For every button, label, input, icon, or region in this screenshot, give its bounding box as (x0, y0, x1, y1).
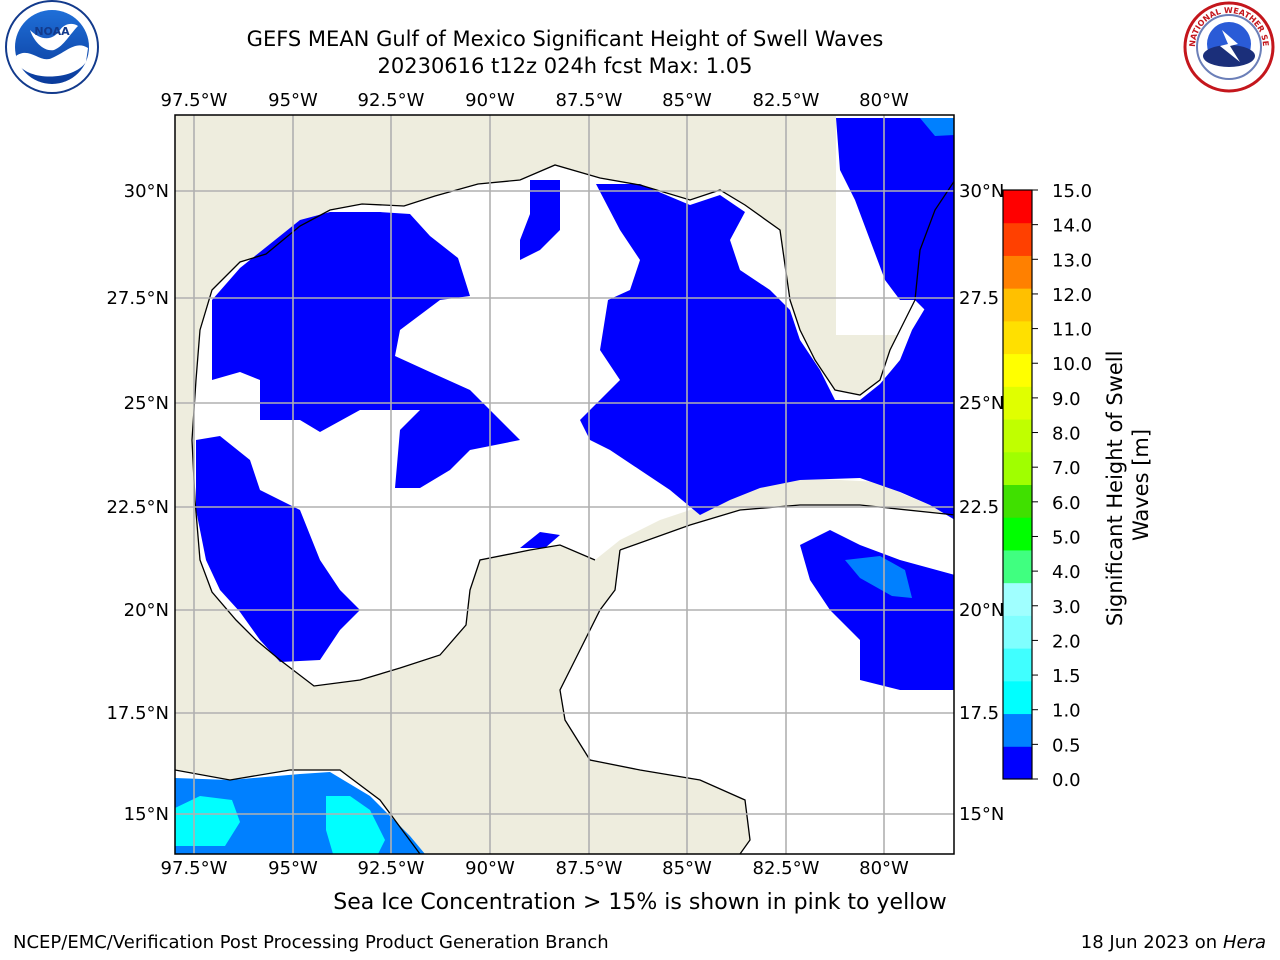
footer-date: 18 Jun 2023 on Hera (1081, 932, 1266, 953)
colorbar-tick-label: 12.0 (1052, 285, 1092, 306)
lon-label: 82.5°W (753, 90, 820, 111)
lat-label: 27.5 (959, 288, 999, 309)
colorbar-tick-label: 5.0 (1052, 527, 1081, 548)
footer-date-text: 18 Jun 2023 on (1080, 932, 1218, 953)
colorbar-tick-label: 7.0 (1052, 458, 1081, 479)
lat-label: 15°N (959, 804, 1004, 825)
colorbar-tick-label: 13.0 (1052, 250, 1092, 271)
colorbar: 0.0 0.5 1.0 1.5 2.0 3.0 4.0 5.0 6.0 7.0 8.0 9.0 10.0… (1002, 181, 1092, 791)
noaa-logo-text: NOAA (34, 25, 70, 38)
colorbar-swatch (1003, 615, 1032, 649)
lat-labels-right: 30°N 27.5 25°N 22.5 20°N 17.5 15°N (959, 181, 1004, 825)
colorbar-swatch (1003, 746, 1032, 780)
footer-machine: Hera (1222, 932, 1266, 953)
chart-title: GEFS MEAN Gulf of Mexico Significant Hei… (246, 27, 884, 51)
lon-label: 87.5°W (556, 858, 623, 879)
colorbar-tick-label: 9.0 (1052, 389, 1081, 410)
lat-label: 20°N (124, 600, 169, 621)
colorbar-tick-label: 10.0 (1052, 354, 1092, 375)
colorbar-tick-label: 0.0 (1052, 770, 1081, 791)
colorbar-swatch (1003, 386, 1032, 420)
lon-labels-top: 97.5°W 95°W 92.5°W 90°W 87.5°W 85°W 82.5… (161, 90, 909, 111)
footer-credit: NCEP/EMC/Verification Post Processing Pr… (13, 932, 609, 953)
sea-ice-note: Sea Ice Concentration > 15% is shown in … (333, 890, 947, 915)
colorbar-tick-label: 4.0 (1052, 562, 1081, 583)
colorbar-tick-label: 1.0 (1052, 701, 1081, 722)
lon-label: 80°W (859, 90, 909, 111)
colorbar-swatch (1003, 549, 1032, 584)
lon-label: 92.5°W (358, 90, 425, 111)
colorbar-tick-label: 11.0 (1052, 320, 1092, 341)
lon-labels-bottom: 97.5°W 95°W 92.5°W 90°W 87.5°W 85°W 82.5… (161, 858, 909, 879)
lat-label: 22.5 (959, 497, 999, 518)
lon-label: 85°W (662, 858, 712, 879)
lon-label: 85°W (662, 90, 712, 111)
swell-contours-0-0.5 (196, 118, 954, 690)
colorbar-swatch (1003, 451, 1032, 485)
lat-label: 15°N (124, 804, 169, 825)
nws-logo-text: NATIONAL WEATHER SERVICE (0, 0, 1270, 47)
colorbar-swatch (1003, 680, 1032, 715)
lon-label: 90°W (465, 90, 515, 111)
colorbar-swatch (1003, 320, 1032, 355)
colorbar-swatch (1003, 190, 1032, 224)
nws-logo: NATIONAL WEATHER SERVICE (0, 0, 1275, 93)
lat-labels-left: 30°N 27.5°N 25°N 22.5°N 20°N 17.5°N 15°N (106, 181, 169, 825)
graticule (175, 115, 954, 854)
lat-label: 22.5°N (106, 497, 169, 518)
lat-label: 30°N (959, 181, 1004, 202)
map-frame (174, 114, 955, 855)
colorbar-swatch (1003, 517, 1032, 551)
lon-label: 92.5°W (358, 858, 425, 879)
colorbar-swatch (1003, 419, 1032, 453)
lon-label: 90°W (465, 858, 515, 879)
colorbar-swatch (1003, 222, 1032, 256)
colorbar-swatch (1003, 288, 1032, 322)
lat-label: 25°N (959, 393, 1004, 414)
colorbar-label: Significant Height of Swell Waves [m] (1103, 344, 1153, 626)
lat-label: 27.5°N (106, 288, 169, 309)
colorbar-swatch (1003, 484, 1032, 518)
map-panel (175, 115, 954, 854)
colorbar-swatch (1003, 255, 1032, 289)
chart-subtitle: 20230616 t12z 024h fcst Max: 1.05 (377, 54, 753, 78)
colorbar-swatch (1003, 353, 1032, 387)
noaa-logo: NOAA (5, 0, 99, 94)
colorbar-tick-label: 3.0 (1052, 597, 1081, 618)
colorbar-tick-label: 8.0 (1052, 424, 1081, 445)
lat-label: 20°N (959, 600, 1004, 621)
lon-label: 80°W (859, 858, 909, 879)
colorbar-tick-label: 6.0 (1052, 493, 1081, 514)
lon-label: 95°W (268, 90, 318, 111)
lat-label: 17.5 (959, 703, 999, 724)
colorbar-swatch (1003, 713, 1032, 747)
colorbar-tick-label: 1.5 (1052, 666, 1081, 687)
colorbar-tick-label: 0.5 (1052, 735, 1081, 756)
lon-label: 97.5°W (161, 858, 228, 879)
lat-label: 25°N (124, 393, 169, 414)
lat-label: 17.5°N (106, 703, 169, 724)
colorbar-tick-label: 15.0 (1052, 181, 1092, 202)
colorbar-swatch (1003, 582, 1032, 616)
colorbar-tick-label: 2.0 (1052, 631, 1081, 652)
lat-label: 30°N (124, 181, 169, 202)
lon-label: 82.5°W (753, 858, 820, 879)
lon-label: 87.5°W (556, 90, 623, 111)
colorbar-tick-label: 14.0 (1052, 216, 1092, 237)
swell-contours-1.0-1.5 (175, 796, 385, 854)
lon-label: 97.5°W (161, 90, 228, 111)
colorbar-frame (1002, 189, 1033, 780)
colorbar-swatch (1003, 648, 1032, 682)
lon-label: 95°W (268, 858, 318, 879)
